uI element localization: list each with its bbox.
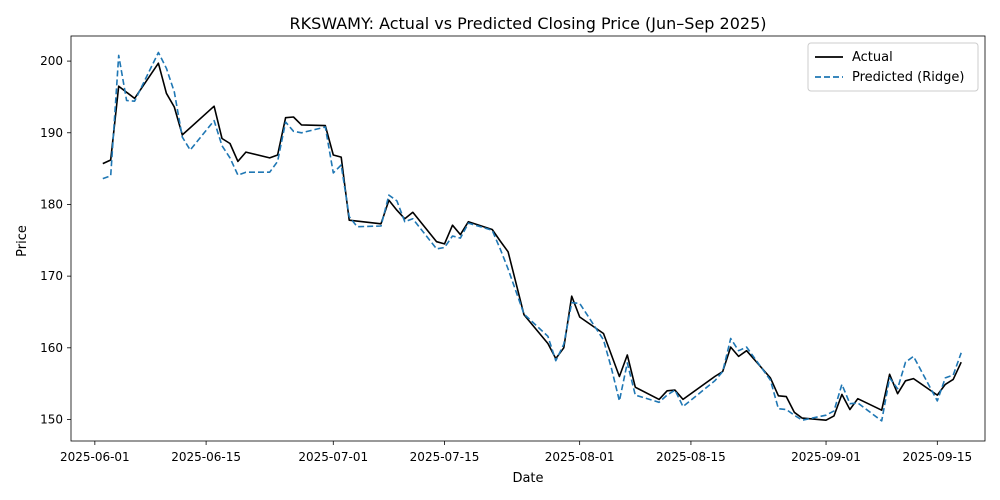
- legend-label-actual: Actual: [852, 50, 893, 65]
- y-tick-label: 190: [40, 126, 63, 140]
- x-tick-label: 2025-08-15: [656, 450, 726, 464]
- series-line-actual: [102, 62, 962, 422]
- series-line-predicted-ridge: [102, 51, 962, 422]
- y-axis-label: Price: [15, 225, 30, 257]
- plot-frame: [70, 35, 986, 442]
- legend-label-predicted: Predicted (Ridge): [852, 70, 964, 85]
- x-tick-label: 2025-06-01: [60, 450, 130, 464]
- x-axis: 2025-06-01 2025-06-15 2025-07-01 2025-07-15…: [60, 441, 972, 464]
- y-tick-label: 180: [40, 197, 63, 211]
- x-tick-label: 2025-08-01: [545, 450, 615, 464]
- y-tick-label: 150: [40, 412, 63, 426]
- legend-box: [807, 42, 979, 92]
- x-tick-label: 2025-07-01: [298, 450, 368, 464]
- y-tick-label: 200: [40, 54, 63, 68]
- y-tick-label: 170: [40, 269, 63, 283]
- x-tick-label: 2025-06-15: [171, 450, 241, 464]
- x-tick-label: 2025-07-15: [410, 450, 480, 464]
- plot-series: [102, 51, 962, 422]
- legend: Actual Predicted (Ridge): [807, 42, 979, 92]
- x-tick-label: 2025-09-01: [791, 450, 861, 464]
- chart-title: RKSWAMY: Actual vs Predicted Closing Pri…: [289, 14, 766, 33]
- y-axis: 150 160 170 180 190 200: [40, 54, 71, 426]
- x-axis-label: Date: [512, 471, 543, 486]
- y-tick-label: 160: [40, 341, 63, 355]
- x-tick-label: 2025-09-15: [902, 450, 972, 464]
